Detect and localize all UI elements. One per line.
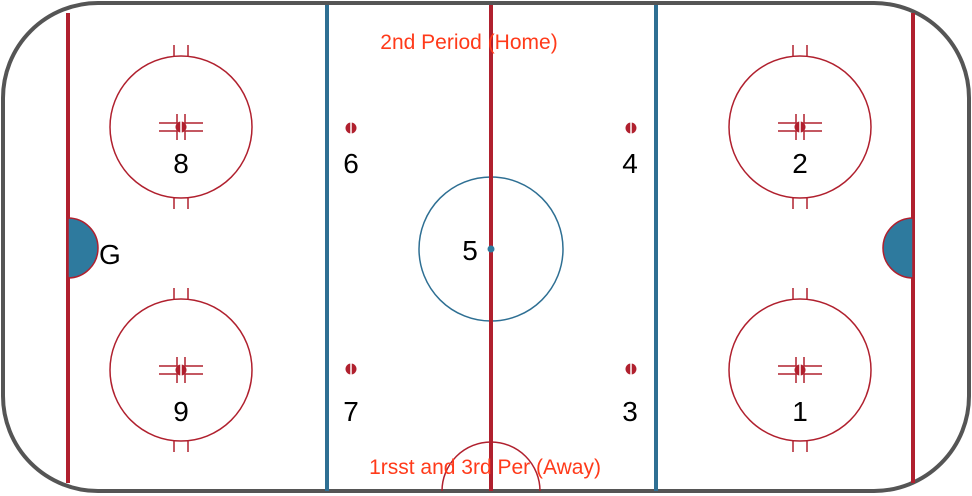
faceoff-l-marking [803,130,822,140]
faceoff-l-marking [803,114,822,124]
spot-label-1: 1 [792,396,808,427]
faceoff-circle-1 [728,288,872,452]
faceoff-l-marking [159,357,178,367]
faceoff-l-marking [778,114,797,124]
faceoff-circle-ring [109,298,253,442]
faceoff-l-marking [184,130,203,140]
faceoff-circle-ring [728,298,872,442]
faceoff-l-marking [778,373,797,383]
faceoff-l-marking [159,130,178,140]
neutral-dot-6 [345,122,357,134]
faceoff-l-marking [803,373,822,383]
spot-label-6: 6 [343,148,359,179]
faceoff-circle-9 [109,288,253,452]
spot-label-8: 8 [173,148,189,179]
spot-label-5: 5 [462,235,478,266]
top-period-label: 2nd Period (Home) [380,31,557,54]
left-goal-crease [67,217,99,279]
spot-label-3: 3 [622,396,638,427]
center-faceoff-dot [487,245,495,253]
faceoff-circle-ring [728,55,872,199]
right-goal-crease [882,217,914,279]
goal-label: G [99,239,121,270]
faceoff-circle-8 [109,45,253,209]
faceoff-l-marking [184,114,203,124]
faceoff-l-marking [778,357,797,367]
neutral-dot-3 [625,363,637,375]
spot-label-4: 4 [622,148,638,179]
faceoff-l-marking [184,373,203,383]
neutral-faceoff-dots [345,122,637,375]
bottom-period-label: 1rsst and 3rd Per (Away) [369,456,601,479]
faceoff-l-marking [184,357,203,367]
faceoff-l-marking [159,114,178,124]
faceoff-circle-2 [728,45,872,209]
faceoff-circle-ring [109,55,253,199]
faceoff-l-marking [778,130,797,140]
faceoff-l-marking [159,373,178,383]
spot-label-9: 9 [173,396,189,427]
neutral-dot-7 [345,363,357,375]
spot-label-7: 7 [343,396,359,427]
zone-faceoff-circles [109,45,872,452]
faceoff-l-marking [803,357,822,367]
neutral-dot-4 [625,122,637,134]
spot-label-2: 2 [792,148,808,179]
